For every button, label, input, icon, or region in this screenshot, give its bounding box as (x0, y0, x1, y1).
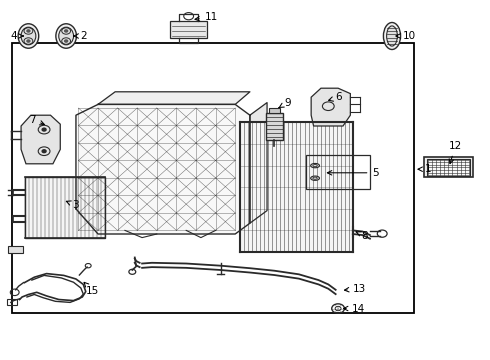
Text: 4: 4 (10, 31, 23, 41)
Bar (12, 43, 414, 313)
Circle shape (65, 30, 68, 32)
Text: 10: 10 (396, 31, 416, 41)
Ellipse shape (21, 27, 36, 45)
Text: 8: 8 (356, 231, 368, 241)
Bar (8, 246, 23, 253)
Text: 13: 13 (344, 284, 366, 294)
Text: 6: 6 (329, 92, 343, 102)
Polygon shape (76, 104, 250, 234)
Text: 9: 9 (279, 98, 291, 108)
Ellipse shape (59, 27, 74, 45)
Bar (269, 108, 280, 113)
Ellipse shape (311, 176, 319, 180)
Circle shape (65, 40, 68, 42)
Text: 2: 2 (74, 31, 87, 41)
Bar (25, 177, 105, 238)
Text: 3: 3 (66, 200, 79, 210)
Text: 11: 11 (195, 12, 218, 22)
Polygon shape (98, 92, 250, 104)
Text: 7: 7 (28, 114, 45, 125)
Text: 5: 5 (327, 168, 379, 178)
Text: 1: 1 (418, 164, 432, 174)
Text: 15: 15 (84, 282, 99, 296)
Bar (427, 159, 470, 176)
Circle shape (27, 30, 30, 32)
Text: 14: 14 (343, 303, 365, 314)
Polygon shape (21, 115, 60, 164)
Ellipse shape (18, 24, 39, 48)
Bar (424, 157, 473, 177)
Circle shape (42, 150, 46, 153)
Text: 12: 12 (449, 141, 462, 164)
Circle shape (42, 128, 46, 131)
Ellipse shape (311, 163, 319, 168)
Bar (266, 113, 283, 140)
Ellipse shape (384, 22, 401, 49)
Bar (170, 21, 207, 38)
Polygon shape (311, 88, 350, 126)
Bar (7, 299, 17, 305)
Bar (240, 122, 353, 252)
Circle shape (27, 40, 30, 42)
Bar (306, 155, 370, 189)
Polygon shape (250, 103, 267, 223)
Ellipse shape (387, 26, 397, 46)
Ellipse shape (56, 24, 76, 48)
